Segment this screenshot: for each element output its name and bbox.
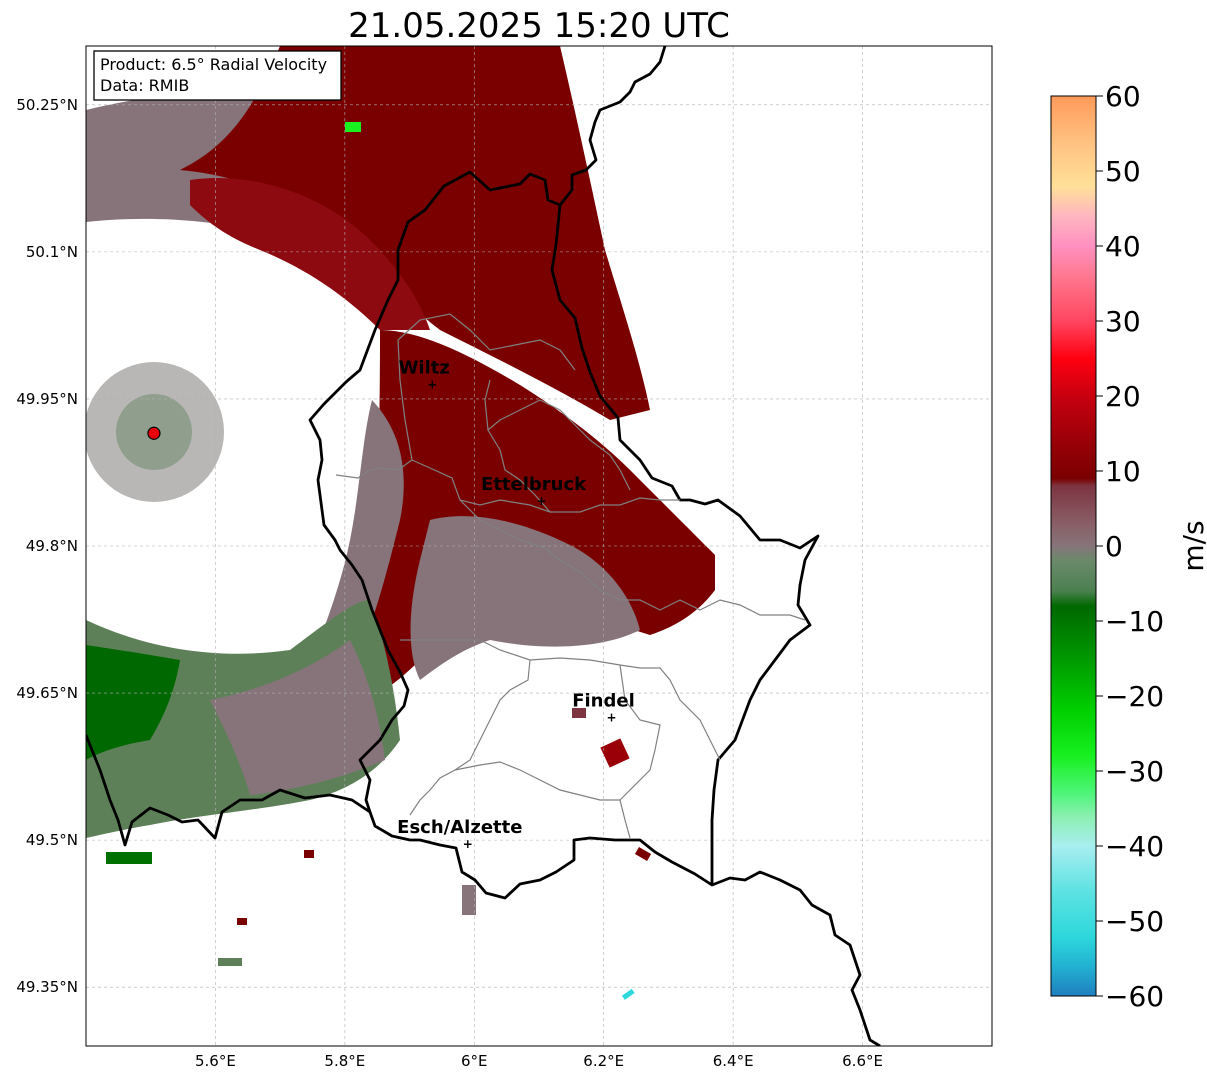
cell	[572, 708, 586, 718]
city-label[interactable]: Findel	[572, 691, 635, 712]
central-grey-band	[410, 516, 640, 680]
x-tick-label: 6.4°E	[713, 1052, 754, 1070]
map-frame	[85, 45, 993, 1047]
city-marker: +	[537, 494, 547, 508]
colorbar-tick-label: 40	[1105, 230, 1141, 263]
colorbar-tick-label: −20	[1105, 680, 1164, 713]
colorbar: 60 50 40 30 20 10 0 −10 −20 −30 −40 −50 −60 m/s	[1050, 80, 1207, 1013]
y-tick-label: 50.25°N	[16, 96, 78, 114]
colorbar-tick-label: 10	[1105, 455, 1141, 488]
colorbar-tick-label: 60	[1105, 80, 1141, 113]
city-marker: +	[427, 377, 437, 391]
info-box-frame	[93, 50, 342, 101]
colorbar-tick-label: 20	[1105, 380, 1141, 413]
borders	[86, 46, 881, 1046]
y-tick-label: 49.65°N	[16, 684, 78, 702]
southwest-grey-mix	[210, 640, 385, 795]
cell	[304, 850, 314, 858]
y-tick-label: 49.5°N	[26, 831, 78, 849]
west-grey-arc	[300, 400, 404, 690]
colorbar-label: m/s	[1177, 520, 1207, 571]
city-marker: +	[463, 837, 473, 851]
x-tick-label: 6.2°E	[583, 1052, 624, 1070]
x-axis-ticks: 5.6°E 5.8°E 6°E 6.2°E 6.4°E 6.6°E	[195, 1052, 883, 1070]
cell	[237, 918, 247, 925]
colorbar-ticks: 60 50 40 30 20 10 0 −10 −20 −30 −40 −50 −60	[1096, 80, 1164, 1013]
x-tick-label: 6°E	[461, 1052, 488, 1070]
gridlines	[86, 46, 992, 1046]
country-border-east	[711, 870, 881, 1046]
city-label[interactable]: Ettelbruck	[481, 474, 587, 495]
northern-red-band-2	[190, 178, 430, 330]
y-tick-label: 49.8°N	[26, 537, 78, 555]
x-tick-label: 5.6°E	[195, 1052, 236, 1070]
city-marker: +	[606, 711, 616, 725]
cell	[621, 988, 635, 1000]
cell	[600, 738, 630, 768]
info-data-source: Data: RMIB	[100, 76, 189, 95]
city-label[interactable]: Esch/Alzette	[397, 817, 522, 838]
cell	[634, 847, 652, 861]
radar-site-marker[interactable]	[147, 426, 161, 440]
northern-red-band	[180, 46, 650, 420]
x-tick-label: 5.8°E	[324, 1052, 365, 1070]
colorbar-tick-label: −50	[1105, 905, 1164, 938]
y-tick-label: 50.1°N	[26, 243, 78, 261]
country-border	[308, 170, 820, 900]
map-panel[interactable]: +Wiltz+Ettelbruck+Findel+Esch/Alzette Pr…	[16, 45, 993, 1070]
colorbar-tick-label: −60	[1105, 980, 1164, 1013]
velocity-field	[86, 46, 715, 1000]
colorbar-tick-label: −30	[1105, 755, 1164, 788]
city-label[interactable]: Wiltz	[399, 357, 450, 378]
info-box: Product: 6.5° Radial Velocity Data: RMIB	[93, 50, 342, 101]
colorbar-gradient	[1050, 95, 1097, 997]
city-labels: +Wiltz+Ettelbruck+Findel+Esch/Alzette	[397, 357, 635, 851]
canton-border	[335, 313, 806, 839]
cell	[106, 852, 152, 864]
colorbar-tick-label: −10	[1105, 605, 1164, 638]
colorbar-tick-label: 0	[1105, 530, 1123, 563]
info-product: Product: 6.5° Radial Velocity	[100, 55, 327, 74]
cell	[345, 122, 361, 132]
country-border-southwest	[86, 734, 371, 847]
cell	[218, 958, 242, 966]
y-tick-label: 49.95°N	[16, 390, 78, 408]
y-axis-ticks: 50.25°N 50.1°N 49.95°N 49.8°N 49.65°N 49.5°N 4…	[16, 96, 78, 996]
x-tick-label: 6.6°E	[842, 1052, 883, 1070]
map-title: 21.05.2025 15:20 UTC	[348, 6, 730, 46]
y-tick-label: 49.35°N	[16, 978, 78, 996]
country-border-north	[558, 46, 667, 206]
southwest-dark-green	[86, 645, 180, 760]
colorbar-tick-label: 50	[1105, 155, 1141, 188]
colorbar-tick-label: 30	[1105, 305, 1141, 338]
cell	[462, 885, 476, 915]
colorbar-tick-label: −40	[1105, 830, 1164, 863]
